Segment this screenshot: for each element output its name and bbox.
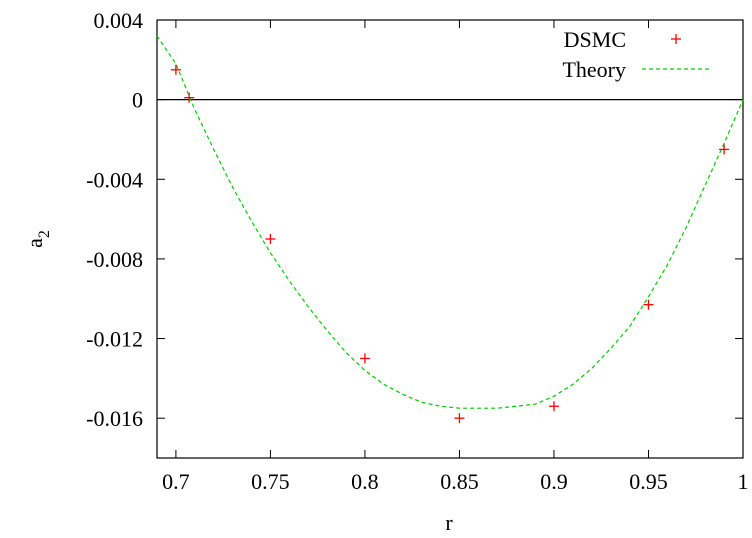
y-axis-title: a2: [22, 230, 53, 248]
legend: DSMC Theory: [562, 27, 710, 82]
axis-ticks: [157, 19, 744, 458]
data-point: [359, 353, 370, 364]
x-tick-label: 0.9: [540, 469, 568, 494]
y-axis-title-main: a: [22, 238, 47, 248]
y-tick-label: -0.016: [86, 406, 143, 431]
legend-marker-dsmc: [671, 34, 681, 44]
data-point: [265, 234, 276, 244]
legend-label-dsmc: DSMC: [564, 27, 626, 52]
data-point: [719, 144, 730, 155]
data-point: [643, 299, 654, 310]
legend-marker-plus: [671, 34, 681, 44]
y-axis-title-subscript: 2: [36, 230, 53, 238]
x-tick-label: 0.85: [440, 469, 479, 494]
data-point: [184, 92, 195, 103]
dsmc-points: [170, 64, 730, 424]
y-tick-label: -0.012: [86, 327, 143, 352]
plot-frame: [156, 19, 744, 459]
x-axis-title: r: [445, 510, 453, 535]
theory-curve: [156, 35, 744, 409]
data-point: [170, 64, 181, 75]
legend-label-theory: Theory: [562, 57, 626, 82]
y-tick-label: -0.004: [86, 167, 143, 192]
y-tick-label: -0.008: [86, 247, 143, 272]
x-tick-label: 0.8: [351, 469, 379, 494]
tick-labels: 0.7 0.75 0.8 0.85 0.9 0.95 1 0.004 0 -0.004 -0.008…: [86, 8, 748, 494]
data-point: [548, 401, 559, 412]
x-tick-label: 1: [738, 469, 749, 494]
y-tick-label: 0.004: [94, 8, 144, 33]
y-tick-label: 0: [132, 88, 143, 113]
x-tick-label: 0.7: [162, 469, 190, 494]
x-tick-label: 0.95: [629, 469, 668, 494]
x-tick-label: 0.75: [251, 469, 290, 494]
data-point: [454, 413, 465, 424]
